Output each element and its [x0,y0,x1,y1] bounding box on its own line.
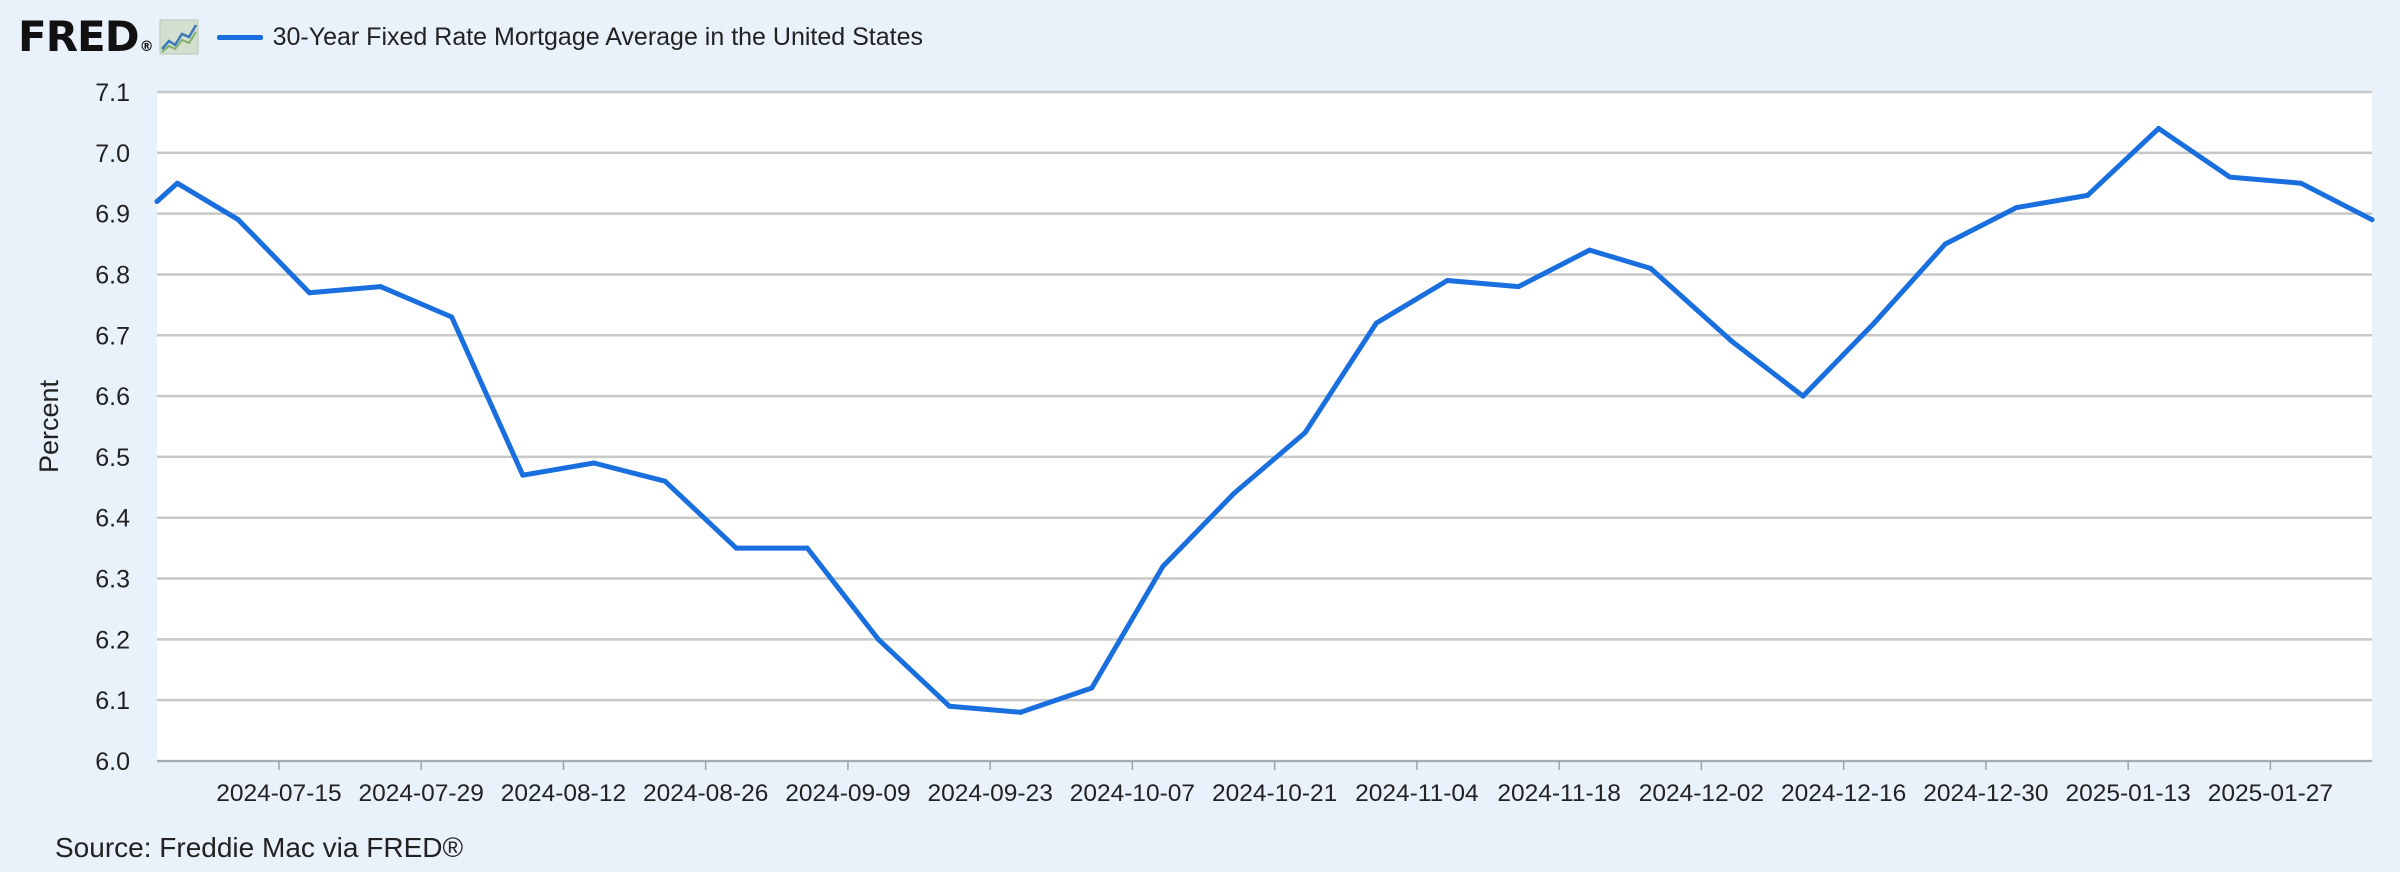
x-tick-label: 2025-01-27 [2208,780,2333,807]
x-tick-label: 2024-08-12 [501,780,626,807]
fred-logo-text: FRED [18,12,140,61]
x-tick-label: 2024-09-09 [785,780,910,807]
x-tick-label: 2024-12-30 [1923,780,2048,807]
data-point[interactable] [1648,265,1654,271]
y-tick-label: 6.9 [95,201,130,229]
data-point[interactable] [1729,338,1735,344]
legend-swatch [216,34,263,40]
y-axis: 6.0 6.1 6.2 6.3 6.4 6.5 6.6 6.7 6.8 6.9 7.0 7.1 [95,79,130,776]
x-axis: 2024-07-15 2024-07-29 2024-08-12 2024-08-26… [157,760,2372,807]
data-point[interactable] [1373,320,1379,326]
x-tick-label: 2024-11-04 [1355,780,1479,807]
data-point[interactable] [875,636,881,642]
data-point[interactable] [733,545,739,551]
legend-label: 30-Year Fixed Rate Mortgage Average in t… [272,22,923,51]
x-tick-label: 2024-11-18 [1497,780,1621,807]
data-point[interactable] [1302,430,1308,436]
y-tick-label: 6.4 [95,505,130,533]
data-point[interactable] [947,703,953,709]
data-point[interactable] [1942,241,1948,247]
data-point[interactable] [1089,685,1095,691]
chart-header: FRED® 30-Year Fixed Rate Mortgage Averag… [18,12,923,62]
data-point[interactable] [174,180,180,186]
data-point[interactable] [2085,192,2091,198]
data-point[interactable] [378,284,384,290]
data-point[interactable] [1516,284,1522,290]
y-tick-label: 6.7 [95,322,130,350]
x-tick-label: 2024-08-26 [643,780,768,807]
y-tick-label: 7.0 [95,140,130,168]
x-tick-label: 2024-10-21 [1212,780,1337,807]
data-point[interactable] [1871,320,1877,326]
x-tick-label: 2024-10-07 [1070,780,1195,807]
data-point[interactable] [591,460,597,466]
data-point[interactable] [1018,709,1024,715]
y-tick-label: 6.1 [95,687,130,715]
y-axis-label: Percent [34,379,64,473]
data-point[interactable] [235,217,241,223]
fred-logo[interactable]: FRED® [18,16,154,58]
y-tick-label: 6.2 [95,626,130,654]
data-point[interactable] [804,545,810,551]
y-tick-label: 6.8 [95,261,130,289]
y-tick-label: 6.3 [95,566,130,594]
x-tick-label: 2024-09-23 [928,780,1053,807]
data-point[interactable] [1800,393,1806,399]
y-tick-label: 6.6 [95,383,130,411]
data-point[interactable] [1231,490,1237,496]
y-tick-label: 6.0 [95,748,130,776]
data-point[interactable] [306,290,312,296]
x-tick-label: 2024-07-29 [359,780,484,807]
chart-legend[interactable]: 30-Year Fixed Rate Mortgage Average in t… [216,22,923,52]
data-point[interactable] [662,478,668,484]
plot-area [157,92,2372,761]
line-chart-icon [159,19,199,55]
data-point[interactable] [2227,174,2233,180]
x-tick-label: 2024-12-16 [1781,780,1906,807]
data-point[interactable] [520,472,526,478]
data-point[interactable] [2298,180,2304,186]
x-tick-label: 2025-01-13 [2065,780,2190,807]
data-point[interactable] [2369,217,2375,223]
grid-lines [157,90,2372,763]
data-point[interactable] [2013,205,2019,211]
data-point[interactable] [2156,125,2162,131]
data-point[interactable] [1587,247,1593,253]
data-point[interactable] [154,198,160,204]
source-note: Source: Freddie Mac via FRED® [55,832,464,863]
y-tick-label: 6.5 [95,444,130,472]
data-point[interactable] [449,314,455,320]
data-point[interactable] [1444,278,1450,284]
y-tick-label: 7.1 [95,79,130,107]
fred-logo-mark: ® [139,39,154,55]
data-point[interactable] [1160,563,1166,569]
x-tick-label: 2024-07-15 [216,780,341,807]
x-tick-label: 2024-12-02 [1639,780,1764,807]
series-layer [154,125,2375,715]
